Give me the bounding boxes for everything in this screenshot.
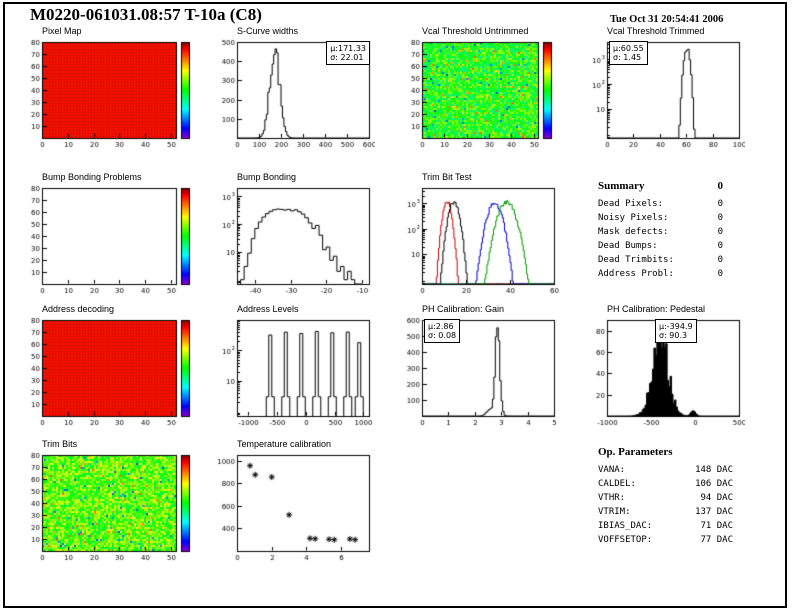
- summary-block: Summary 0 Dead Pixels: 0 Noisy Pixels: 0…: [598, 180, 723, 281]
- panel-bump-bonding: Bump Bonding: [209, 172, 375, 298]
- stats-box-vcal-trimmed: μ:60.55 σ: 1.45: [609, 41, 648, 65]
- plot-title-bump-bonding: Bump Bonding: [237, 172, 297, 182]
- temperature-calibration-plot: [209, 451, 375, 565]
- summary-row: Dead Pixels: 0: [598, 197, 723, 211]
- plot-title-bump-problems: Bump Bonding Problems: [42, 172, 142, 182]
- stats-mu: μ:60.55: [613, 44, 644, 53]
- summary-row: Dead Trimbits: 0: [598, 253, 723, 267]
- summary-row: Address Probl: 0: [598, 267, 723, 281]
- panel-trim-bits: Trim Bits: [14, 439, 198, 565]
- op-parameter-label: CALDEL:: [598, 479, 636, 489]
- op-parameter-row: VOFFSETOP: 77 DAC: [598, 533, 733, 547]
- stats-box-scurve: μ:171.33 σ: 22.01: [326, 41, 370, 65]
- panel-bump-bonding-problems: Bump Bonding Problems: [14, 172, 198, 298]
- op-parameter-value: 94 DAC: [700, 493, 733, 503]
- trim-bits-plot: [14, 451, 198, 565]
- plot-title-temperature-calibration: Temperature calibration: [237, 439, 332, 449]
- panel-vcal-untrimmed: Vcal Threshold Untrimmed: [394, 26, 560, 152]
- summary-title: Summary: [598, 180, 645, 192]
- plot-title-pixel-map: Pixel Map: [42, 26, 82, 36]
- summary-total: 0: [717, 180, 724, 192]
- plot-title-vcal-untrimmed: Vcal Threshold Untrimmed: [422, 26, 529, 36]
- report-timestamp: Tue Oct 31 20:54:41 2006: [610, 14, 724, 25]
- plot-title-address-decoding: Address decoding: [42, 304, 115, 314]
- summary-row-label: Mask defects:: [598, 227, 669, 237]
- op-parameters-block: Op. Parameters VANA: 148 DAC CALDEL: 106…: [598, 446, 733, 547]
- plot-title-ph-gain: PH Calibration: Gain: [422, 304, 505, 314]
- summary-row-label: Dead Bumps:: [598, 241, 658, 251]
- address-levels-plot: [209, 316, 375, 430]
- plot-title-vcal-trimmed: Vcal Threshold Trimmed: [607, 26, 705, 36]
- summary-row: Noisy Pixels: 0: [598, 211, 723, 225]
- stats-sigma: σ: 0.08: [428, 331, 457, 340]
- panel-address-decoding: Address decoding: [14, 304, 198, 430]
- vcal-trimmed-plot: [579, 38, 745, 152]
- ph-gain-plot: [394, 316, 560, 430]
- op-parameter-value: 71 DAC: [700, 521, 733, 531]
- plot-title-address-levels: Address Levels: [237, 304, 299, 314]
- summary-row: Mask defects: 0: [598, 225, 723, 239]
- op-parameter-value: 77 DAC: [700, 535, 733, 545]
- stats-mu: μ:171.33: [330, 44, 366, 53]
- pixel-map-plot: [14, 38, 198, 152]
- op-parameter-row: VTRIM: 137 DAC: [598, 505, 733, 519]
- stats-box-ph-gain: μ:2.86 σ: 0.08: [424, 319, 461, 343]
- summary-row-label: Noisy Pixels:: [598, 213, 669, 223]
- panel-ph-pedestal: PH Calibration: Pedestal μ:-394.9 σ: 90.…: [579, 304, 745, 430]
- op-parameters-header: Op. Parameters: [598, 446, 733, 458]
- op-parameter-label: VOFFSETOP:: [598, 535, 653, 545]
- plot-title-ph-pedestal: PH Calibration: Pedestal: [607, 304, 706, 314]
- op-parameter-row: IBIAS_DAC: 71 DAC: [598, 519, 733, 533]
- op-parameter-row: CALDEL: 106 DAC: [598, 477, 733, 491]
- report-title: M0220-061031.08:57 T-10a (C8): [30, 5, 262, 24]
- stats-box-ph-pedestal: μ:-394.9 σ: 90.3: [655, 319, 697, 343]
- bump-bonding-problems-plot: [14, 184, 198, 298]
- panel-address-levels: Address Levels: [209, 304, 375, 430]
- stats-sigma: σ: 1.45: [613, 53, 642, 62]
- op-parameter-value: 148 DAC: [695, 465, 733, 475]
- trim-bit-test-plot: [394, 184, 560, 298]
- plot-title-scurve-widths: S-Curve widths: [237, 26, 299, 36]
- op-parameter-row: VANA: 148 DAC: [598, 463, 733, 477]
- panel-ph-gain: PH Calibration: Gain μ:2.86 σ: 0.08: [394, 304, 560, 430]
- panel-pixel-map: Pixel Map: [14, 26, 198, 152]
- summary-row-label: Dead Trimbits:: [598, 255, 674, 265]
- op-parameters-title: Op. Parameters: [598, 446, 673, 458]
- stats-sigma: σ: 22.01: [330, 53, 364, 62]
- op-parameter-value: 137 DAC: [695, 507, 733, 517]
- panel-scurve-widths: S-Curve widths μ:171.33 σ: 22.01: [209, 26, 375, 152]
- stats-sigma: σ: 90.3: [659, 331, 688, 340]
- summary-header: Summary 0: [598, 180, 723, 192]
- op-parameter-value: 106 DAC: [695, 479, 733, 489]
- summary-row-value: 0: [717, 213, 723, 223]
- summary-row-value: 0: [717, 241, 723, 251]
- stats-mu: μ:2.86: [428, 322, 454, 331]
- panel-trim-bit-test: Trim Bit Test: [394, 172, 560, 298]
- stats-mu: μ:-394.9: [659, 322, 693, 331]
- summary-row: Dead Bumps: 0: [598, 239, 723, 253]
- op-parameter-label: IBIAS_DAC:: [598, 521, 653, 531]
- panel-temperature-calibration: Temperature calibration: [209, 439, 375, 565]
- plot-title-trim-bit-test: Trim Bit Test: [422, 172, 472, 182]
- bump-bonding-plot: [209, 184, 375, 298]
- op-parameter-label: VANA:: [598, 465, 626, 475]
- op-parameter-label: VTRIM:: [598, 507, 631, 517]
- op-parameter-label: VTHR:: [598, 493, 626, 503]
- summary-row-label: Dead Pixels:: [598, 199, 664, 209]
- summary-row-value: 0: [717, 269, 723, 279]
- summary-row-value: 0: [717, 199, 723, 209]
- summary-row-value: 0: [717, 227, 723, 237]
- address-decoding-plot: [14, 316, 198, 430]
- panel-vcal-trimmed: Vcal Threshold Trimmed μ:60.55 σ: 1.45: [579, 26, 745, 152]
- summary-row-value: 0: [717, 255, 723, 265]
- op-parameter-row: VTHR: 94 DAC: [598, 491, 733, 505]
- summary-row-label: Address Probl:: [598, 269, 674, 279]
- vcal-untrimmed-plot: [394, 38, 560, 152]
- plot-title-trim-bits: Trim Bits: [42, 439, 78, 449]
